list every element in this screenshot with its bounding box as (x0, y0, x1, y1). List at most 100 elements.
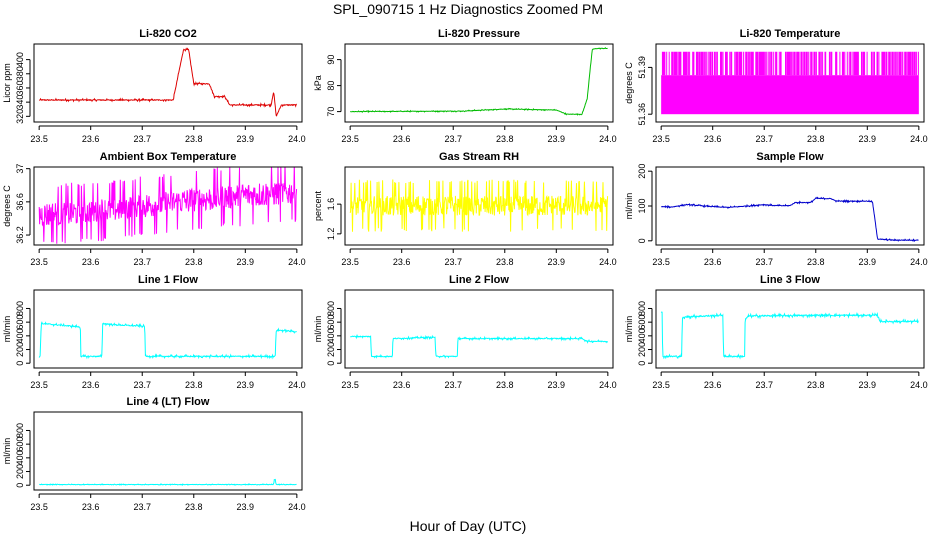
y-tick-label: 800 (637, 301, 647, 316)
y-tick-label: 200 (326, 342, 336, 357)
y-tick-label: 800 (326, 301, 336, 316)
y-axis-label: ml/min (624, 193, 634, 220)
y-axis-label: percent (313, 190, 323, 221)
chart-panel: Line 2 Flow ml/min 23.5 23.6 23.7 23.8 23.9 24.… (313, 274, 617, 390)
chart-panel: Sample Flow ml/min 23.5 23.6 23.7 23.8 23.9 24.… (624, 151, 928, 267)
x-tick-label: 23.6 (82, 380, 100, 390)
series-line (660, 196, 919, 243)
x-tick-label: 24.0 (288, 380, 306, 390)
series-line (350, 333, 609, 359)
data-area (661, 51, 919, 115)
y-tick-label: 80 (326, 81, 336, 91)
chart-title: Li-820 Pressure (438, 28, 520, 40)
x-tick-label: 23.5 (341, 380, 359, 390)
chart-title: Line 4 (LT) Flow (127, 396, 210, 408)
series-line (660, 311, 919, 360)
chart-title: Line 3 Flow (760, 274, 820, 286)
series-line (349, 47, 608, 116)
data-area (349, 179, 609, 232)
x-tick-label: 24.0 (288, 134, 306, 144)
x-tick-label: 24.0 (599, 257, 617, 267)
y-tick-label: 340 (15, 95, 25, 110)
x-tick-label: 23.5 (30, 502, 48, 512)
x-tick-label: 23.6 (393, 380, 411, 390)
x-tick-label: 23.5 (341, 134, 359, 144)
plot-frame (344, 289, 614, 369)
x-tick-label: 23.7 (133, 380, 151, 390)
plot-frame (655, 166, 925, 246)
x-tick-label: 23.9 (237, 502, 255, 512)
x-tick-label: 23.5 (652, 134, 670, 144)
x-tick-label: 23.9 (548, 134, 566, 144)
y-tick-label: 0 (637, 361, 647, 366)
data-area (38, 321, 297, 360)
x-tick-label: 23.7 (444, 134, 462, 144)
y-tick-label: 0 (637, 238, 647, 243)
y-tick-label: 360 (15, 80, 25, 95)
x-tick-label: 23.8 (185, 134, 203, 144)
y-axis-label: ml/min (313, 316, 323, 343)
x-tick-label: 23.7 (755, 257, 773, 267)
x-tick-label: 24.0 (288, 502, 306, 512)
x-tick-label: 23.8 (496, 257, 514, 267)
temperature-spikes (661, 51, 919, 76)
x-tick-label: 23.8 (185, 257, 203, 267)
plot-frame (33, 166, 303, 246)
x-tick-label: 23.5 (30, 257, 48, 267)
x-tick-label: 24.0 (910, 134, 928, 144)
x-tick-label: 23.7 (444, 257, 462, 267)
y-tick-label: 36.6 (15, 193, 25, 211)
x-tick-label: 23.8 (185, 380, 203, 390)
x-tick-label: 23.6 (82, 257, 100, 267)
y-tick-label: 200 (637, 342, 647, 357)
plot-frame (33, 289, 303, 369)
x-tick-label: 23.5 (341, 257, 359, 267)
y-tick-label: 320 (15, 109, 25, 124)
x-tick-label: 23.7 (755, 380, 773, 390)
x-tick-label: 23.6 (704, 380, 722, 390)
y-axis-label: kPa (313, 75, 323, 91)
y-axis-label: degrees C (2, 185, 12, 227)
plot-frame (33, 43, 303, 123)
y-tick-label: 1.6 (326, 198, 336, 211)
y-tick-label: 0 (15, 361, 25, 366)
data-area (38, 167, 298, 244)
x-tick-label: 23.5 (30, 380, 48, 390)
plot-frame (33, 411, 303, 491)
y-tick-label: 400 (15, 450, 25, 465)
plot-frame (344, 166, 614, 246)
chart-panel: Li-820 CO2 Licor ppm 23.5 23.6 23.7 23.8 23.9 2… (2, 28, 306, 144)
y-tick-label: 400 (326, 328, 336, 343)
x-tick-label: 24.0 (599, 380, 617, 390)
y-axis-label: ml/min (2, 438, 12, 465)
x-tick-label: 23.9 (237, 134, 255, 144)
data-area (38, 47, 298, 117)
x-tick-label: 23.6 (704, 134, 722, 144)
chart-title: Line 2 Flow (449, 274, 509, 286)
x-tick-label: 23.6 (82, 502, 100, 512)
y-tick-label: 600 (15, 437, 25, 452)
x-tick-label: 23.6 (393, 257, 411, 267)
y-tick-label: 51.36 (637, 103, 647, 126)
chart-panel: Line 4 (LT) Flow ml/min 23.5 23.6 23.7 23.8 23… (2, 396, 306, 512)
x-tick-label: 24.0 (599, 134, 617, 144)
x-tick-label: 24.0 (910, 257, 928, 267)
chart-panel: Line 3 Flow ml/min 23.5 23.6 23.7 23.8 23.9 24.… (624, 274, 928, 390)
x-tick-label: 23.7 (444, 380, 462, 390)
y-axis-label: ml/min (624, 316, 634, 343)
x-tick-label: 23.8 (807, 380, 825, 390)
chart-title: Gas Stream RH (439, 151, 519, 163)
data-area (660, 196, 919, 243)
y-tick-label: 400 (637, 328, 647, 343)
x-tick-label: 23.7 (133, 257, 151, 267)
plot-frame (344, 43, 614, 123)
y-tick-label: 600 (637, 315, 647, 330)
x-tick-label: 23.6 (393, 134, 411, 144)
y-tick-label: 1.2 (326, 228, 336, 241)
y-axis-label: degrees C (624, 62, 634, 104)
x-tick-label: 23.8 (185, 502, 203, 512)
y-tick-label: 37 (15, 164, 25, 174)
y-axis-label: ml/min (2, 316, 12, 343)
x-tick-label: 23.6 (82, 134, 100, 144)
